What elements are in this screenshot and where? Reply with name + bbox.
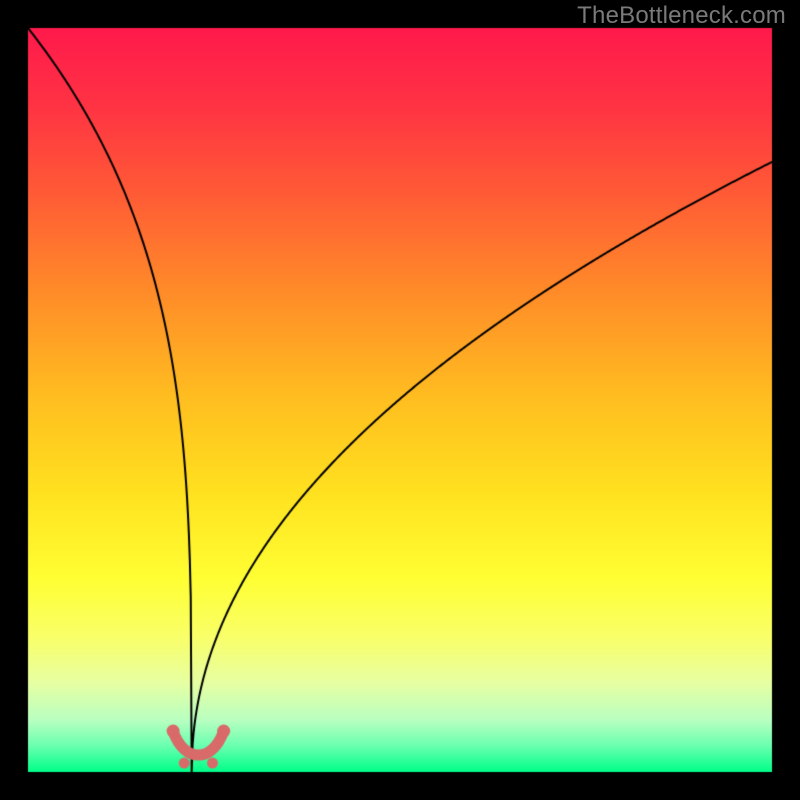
bottleneck-chart-canvas <box>0 0 800 800</box>
chart-container: TheBottleneck.com <box>0 0 800 800</box>
watermark-text: TheBottleneck.com <box>577 2 786 30</box>
